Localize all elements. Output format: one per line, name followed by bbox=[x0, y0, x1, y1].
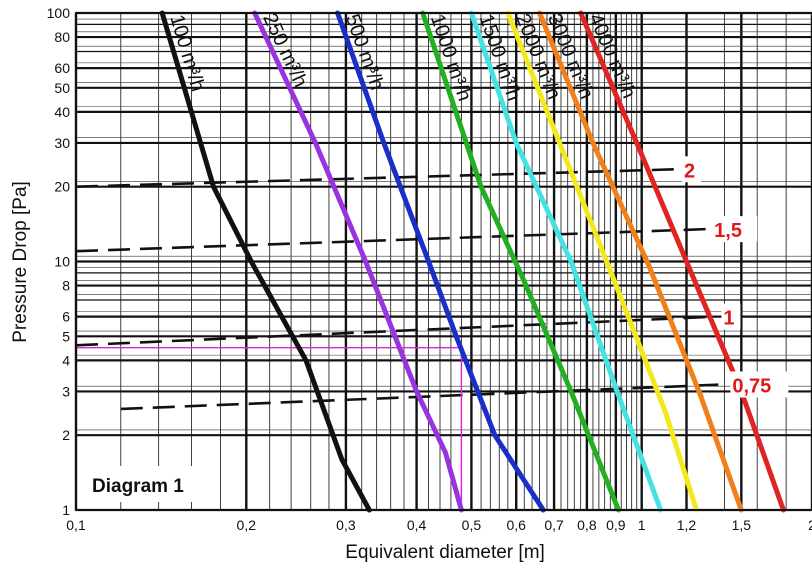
panel-label-background bbox=[84, 466, 214, 502]
x-tick-label: 0,5 bbox=[462, 517, 482, 533]
y-tick-label: 4 bbox=[62, 352, 70, 368]
y-tick-label: 40 bbox=[54, 104, 70, 120]
y-tick-label: 3 bbox=[62, 383, 70, 399]
x-tick-labels: 0,1 0,2 0,3 0,4 0,5 0,6 0,7 0,8 0,9 1 1,2 1,5 2 bbox=[66, 517, 812, 533]
y-tick-label: 5 bbox=[62, 328, 70, 344]
y-tick-label: 30 bbox=[54, 135, 70, 151]
x-axis-title: Equivalent diameter [m] bbox=[345, 542, 545, 563]
flow-curve bbox=[159, 10, 372, 513]
plot-border bbox=[75, 12, 812, 511]
velocity-label: 2 bbox=[684, 160, 695, 182]
flow-curves bbox=[159, 10, 786, 513]
flow-curve bbox=[578, 10, 786, 513]
curve-label: 500 m³/h bbox=[341, 11, 388, 93]
x-tick-label: 1,5 bbox=[732, 517, 752, 533]
velocity-line bbox=[75, 315, 716, 347]
velocity-label-background bbox=[682, 156, 702, 183]
x-tick-label: 1 bbox=[638, 517, 646, 533]
flow-curve bbox=[420, 10, 621, 513]
y-tick-label: 20 bbox=[54, 179, 70, 195]
flow-curve bbox=[505, 10, 699, 513]
velocity-label-background bbox=[730, 371, 789, 398]
plot-frame bbox=[75, 12, 812, 511]
y-tick-label: 10 bbox=[54, 254, 70, 270]
velocity-label: 1 bbox=[723, 308, 734, 330]
x-tick-label: 0,7 bbox=[544, 517, 564, 533]
y-tick-label: 80 bbox=[54, 29, 70, 45]
x-tick-label: 1,2 bbox=[677, 517, 697, 533]
y-tick-label: 60 bbox=[54, 60, 70, 76]
velocity-label: 1,5 bbox=[714, 220, 742, 242]
velocity-line bbox=[75, 167, 677, 188]
y-tick-label: 100 bbox=[47, 5, 71, 21]
x-tick-label: 0,9 bbox=[606, 517, 626, 533]
velocity-labels: 2 1,5 1 0,75 bbox=[682, 156, 789, 398]
grid bbox=[74, 11, 812, 512]
flow-curve bbox=[468, 10, 664, 513]
velocity-label: 0,75 bbox=[732, 375, 771, 397]
velocity-lines bbox=[75, 167, 725, 411]
y-tick-label: 2 bbox=[62, 427, 70, 443]
x-tick-label: 0,8 bbox=[577, 517, 597, 533]
x-tick-label: 0,4 bbox=[407, 517, 427, 533]
y-tick-label: 50 bbox=[54, 80, 70, 96]
flow-curve bbox=[335, 10, 546, 513]
x-tick-label: 0,1 bbox=[66, 517, 86, 533]
velocity-line bbox=[120, 383, 725, 411]
panel-label: Diagram 1 bbox=[92, 476, 184, 497]
y-tick-label: 6 bbox=[62, 309, 70, 325]
x-tick-label: 0,6 bbox=[506, 517, 526, 533]
flow-curve bbox=[537, 10, 744, 513]
velocity-label-background bbox=[712, 216, 758, 243]
y-tick-label: 8 bbox=[62, 278, 70, 294]
x-tick-label: 0,2 bbox=[237, 517, 257, 533]
flow-curve bbox=[252, 10, 464, 513]
curve-label: 1000 m³/h bbox=[426, 12, 476, 104]
y-axis-title: Pressure Drop [Pa] bbox=[10, 181, 31, 343]
y-tick-labels: 1 2 3 4 5 6 8 10 20 30 40 50 60 80 100 bbox=[47, 5, 71, 518]
velocity-line bbox=[75, 227, 707, 253]
x-tick-label: 2 bbox=[808, 517, 812, 533]
x-tick-label: 0,3 bbox=[336, 517, 356, 533]
velocity-label-background bbox=[721, 303, 741, 330]
y-tick-label: 1 bbox=[62, 502, 70, 518]
